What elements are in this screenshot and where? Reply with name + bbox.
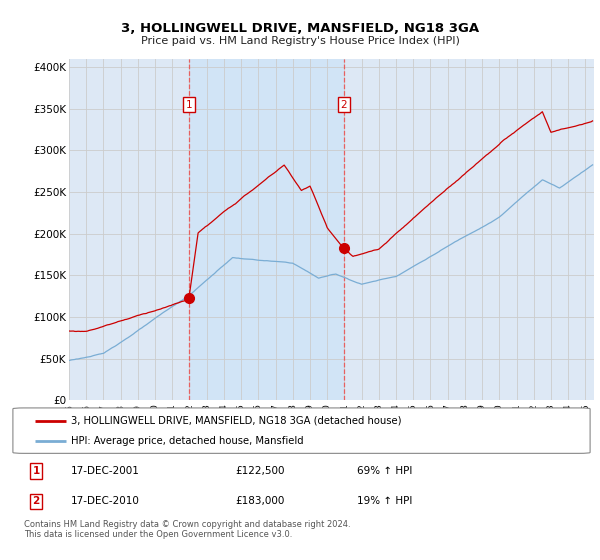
Text: 3, HOLLINGWELL DRIVE, MANSFIELD, NG18 3GA (detached house): 3, HOLLINGWELL DRIVE, MANSFIELD, NG18 3G… <box>71 416 401 426</box>
Text: Contains HM Land Registry data © Crown copyright and database right 2024.
This d: Contains HM Land Registry data © Crown c… <box>24 520 350 539</box>
Text: 1: 1 <box>32 466 40 476</box>
Text: 19% ↑ HPI: 19% ↑ HPI <box>357 496 412 506</box>
Text: 1: 1 <box>185 100 192 110</box>
Text: 2: 2 <box>32 496 40 506</box>
Text: 17-DEC-2001: 17-DEC-2001 <box>71 466 140 476</box>
Text: HPI: Average price, detached house, Mansfield: HPI: Average price, detached house, Mans… <box>71 436 304 446</box>
Text: £183,000: £183,000 <box>235 496 284 506</box>
Text: 17-DEC-2010: 17-DEC-2010 <box>71 496 140 506</box>
Text: Price paid vs. HM Land Registry's House Price Index (HPI): Price paid vs. HM Land Registry's House … <box>140 36 460 46</box>
FancyBboxPatch shape <box>13 408 590 454</box>
Text: 69% ↑ HPI: 69% ↑ HPI <box>357 466 412 476</box>
Bar <box>189 59 344 400</box>
Text: 2: 2 <box>340 100 347 110</box>
Text: 3, HOLLINGWELL DRIVE, MANSFIELD, NG18 3GA: 3, HOLLINGWELL DRIVE, MANSFIELD, NG18 3G… <box>121 22 479 35</box>
Text: £122,500: £122,500 <box>235 466 284 476</box>
